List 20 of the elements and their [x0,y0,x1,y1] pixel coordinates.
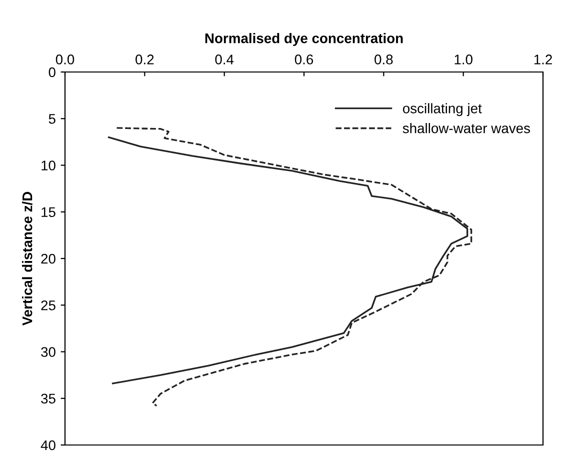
x-tick-label: 0.6 [294,54,314,64]
x-axis-title: Normalised dye concentration [205,33,403,46]
x-tick-label: 0.4 [215,54,234,64]
legend-label: shallow-water waves [402,123,530,134]
x-tick-label: 0.0 [56,54,74,64]
x-tick-label: 0.8 [374,54,393,64]
y-tick-label: 35 [41,394,56,404]
x-tick-label: 0.2 [136,54,154,64]
y-tick-label: 5 [48,114,56,124]
y-tick-label: 25 [41,300,56,310]
y-tick-label: 40 [40,440,56,450]
y-tick-label: 30 [41,347,56,357]
x-tick-label: 1.0 [454,54,472,64]
y-tick-label: 0 [48,67,56,78]
y-tick-label: 10 [42,160,56,170]
x-tick-label: 1.2 [534,54,552,64]
legend-label: oscillating jet [402,103,482,116]
y-tick-label: 20 [41,254,56,264]
y-tick-label: 15 [42,207,56,218]
y-axis-title: Vertical distance z/D [22,192,32,326]
